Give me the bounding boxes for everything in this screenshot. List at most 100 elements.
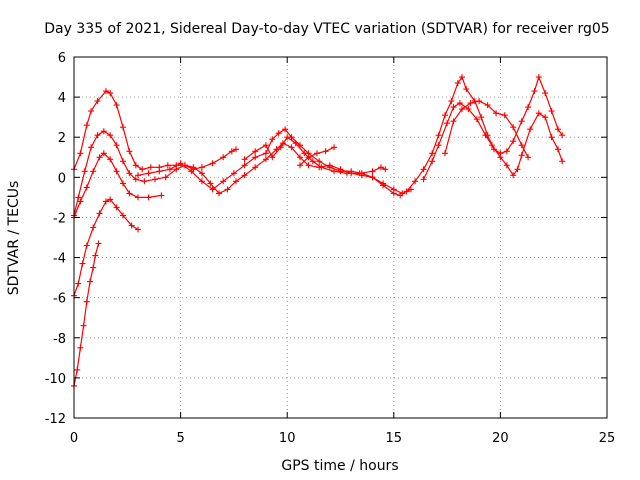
data-point — [269, 136, 276, 143]
data-point — [83, 122, 90, 129]
data-point — [476, 98, 483, 105]
data-point — [152, 176, 158, 183]
data-point — [262, 142, 269, 149]
y-tick-label: 2 — [58, 131, 66, 146]
data-point — [96, 154, 103, 161]
data-point — [484, 102, 491, 109]
data-point — [282, 126, 289, 133]
series-line — [423, 102, 563, 180]
data-point — [220, 178, 227, 185]
data-point — [113, 168, 120, 175]
data-point — [555, 126, 561, 133]
data-point — [510, 138, 517, 145]
data-point — [343, 170, 350, 177]
data-point — [459, 74, 465, 81]
data-point — [420, 166, 427, 173]
x-tick-label: 20 — [492, 431, 509, 446]
data-point — [488, 142, 495, 149]
data-point — [535, 74, 542, 81]
data-point — [275, 130, 282, 137]
data-point — [81, 168, 88, 175]
data-point — [120, 158, 126, 165]
x-tick-label: 25 — [599, 431, 616, 446]
series-arc-mid-b — [241, 134, 389, 177]
data-point — [510, 172, 517, 179]
data-point — [75, 280, 82, 287]
data-point — [75, 194, 82, 201]
data-point — [503, 162, 510, 169]
data-point — [79, 260, 86, 267]
data-point — [497, 154, 504, 161]
data-point — [390, 190, 397, 197]
data-point — [478, 114, 485, 121]
series-arc-late-b — [420, 100, 566, 183]
data-point — [277, 144, 284, 151]
series-arc-fourth — [71, 196, 141, 299]
data-point — [83, 298, 90, 305]
data-point — [309, 158, 316, 165]
axis-ticks — [73, 56, 608, 419]
series-arc-second — [71, 128, 414, 219]
data-point — [80, 322, 87, 329]
x-tick-label: 15 — [386, 431, 403, 446]
series-layer — [71, 74, 566, 389]
data-point — [316, 158, 323, 165]
data-point — [518, 118, 525, 125]
series-line — [73, 198, 139, 296]
data-point — [90, 264, 97, 271]
data-point — [241, 156, 248, 163]
data-point — [535, 110, 542, 117]
data-point — [420, 176, 427, 183]
data-point — [548, 134, 555, 141]
data-point — [120, 124, 126, 131]
data-point — [233, 178, 239, 185]
x-tick-label: 10 — [279, 431, 296, 446]
data-point — [100, 128, 107, 135]
data-point — [162, 174, 169, 181]
data-point — [542, 90, 549, 97]
data-point — [95, 240, 102, 247]
data-point — [548, 108, 555, 115]
data-point — [100, 150, 107, 157]
data-point — [262, 156, 269, 163]
y-tick-label: 6 — [58, 51, 66, 66]
data-point — [531, 88, 538, 95]
data-point — [378, 164, 384, 171]
data-point — [103, 88, 109, 95]
series-arc-third — [71, 150, 165, 221]
series-arc-mid-c — [297, 144, 338, 169]
data-point — [331, 168, 338, 175]
data-point — [356, 170, 363, 177]
data-point — [501, 112, 508, 119]
data-point — [113, 142, 120, 149]
data-point — [145, 170, 152, 177]
series-arc-late-a — [403, 74, 566, 195]
data-point — [331, 144, 338, 151]
data-point — [177, 160, 184, 167]
data-point — [429, 150, 436, 157]
data-point — [305, 162, 312, 169]
data-point — [126, 170, 133, 177]
data-point — [435, 142, 442, 149]
data-point — [482, 132, 489, 139]
data-point — [403, 188, 410, 195]
data-point — [559, 132, 566, 139]
y-tick-label: 0 — [58, 171, 66, 186]
data-point — [107, 196, 114, 203]
data-point — [397, 192, 404, 199]
data-point — [269, 154, 276, 161]
x-tick-label: 0 — [70, 431, 78, 446]
data-point — [444, 120, 451, 127]
data-point — [156, 168, 163, 175]
data-point — [228, 148, 235, 155]
data-point — [135, 226, 141, 233]
data-point — [135, 172, 141, 179]
data-point — [107, 132, 114, 139]
grid-lines — [74, 57, 607, 418]
data-point — [314, 150, 320, 157]
data-point — [297, 154, 303, 161]
data-point — [224, 186, 231, 193]
data-point — [412, 178, 419, 185]
data-point — [456, 100, 463, 107]
